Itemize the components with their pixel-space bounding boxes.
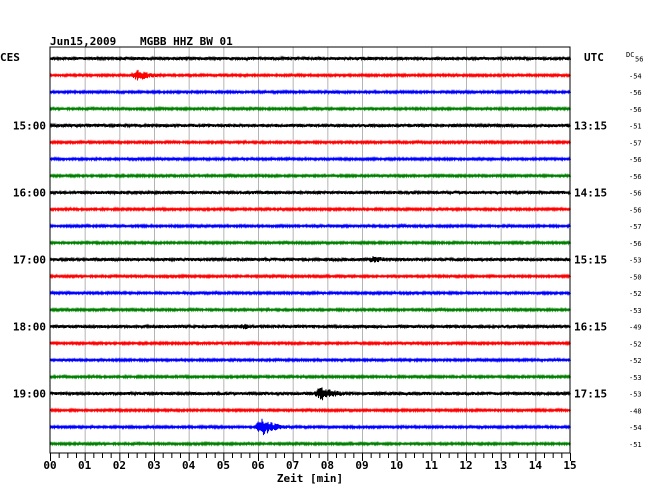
x-tick-label-00: 00 (43, 459, 56, 472)
x-tick-label-08: 08 (321, 459, 334, 472)
trace-row-6 (49, 155, 571, 163)
x-tick-label-15: 15 (563, 459, 576, 472)
trace-row-21 (49, 407, 571, 414)
trace-row-2 (49, 88, 571, 96)
right-time-label: 17:15 (574, 388, 607, 401)
dc-offset-label: -48 (629, 407, 642, 415)
dc-offset-label: -50 (629, 273, 642, 281)
right-time-label: 13:15 (574, 120, 607, 133)
x-tick-label-06: 06 (251, 459, 265, 472)
trace-row-1 (49, 69, 571, 81)
trace-row-5 (49, 139, 571, 146)
right-time-label: 15:15 (574, 254, 607, 267)
left-time-label: 19:00 (13, 388, 46, 401)
dc-offset-label: -51 (629, 123, 642, 131)
dc-offset-label: -56 (629, 89, 642, 97)
dc-offset-label: -54 (629, 424, 642, 432)
trace-row-9 (49, 206, 571, 213)
left-time-label: 15:00 (13, 120, 46, 133)
dc-offset-label: -56 (629, 106, 642, 114)
trace-row-17 (49, 340, 571, 347)
x-tick-label-05: 05 (217, 459, 230, 472)
seismic-traces (49, 55, 571, 447)
dc-offset-label: -52 (629, 290, 642, 298)
trace-row-16 (49, 323, 571, 330)
dc-offset-label: -56 (629, 240, 642, 248)
dc-offset-label: -53 (629, 307, 642, 315)
trace-row-11 (49, 239, 571, 246)
x-tick-label-07: 07 (286, 459, 299, 472)
dc-offset-label: -51 (629, 441, 642, 449)
right-time-label: 14:15 (574, 187, 607, 200)
dc-offset-label: -56 (629, 173, 642, 181)
minute-gridlines (84, 47, 537, 453)
x-tick-label-03: 03 (147, 459, 160, 472)
left-timezone-label: CES (0, 51, 20, 64)
trace-row-14 (49, 289, 571, 297)
dc-offset-label: -54 (629, 72, 642, 80)
dc-header-label: DC (626, 51, 634, 59)
trace-row-22 (49, 418, 571, 436)
dc-offset-labels: 56 -54 -56 -56 -51 -57 -56 -56 -56 -56 -57 -56 -53 -5… (629, 56, 643, 449)
dc-offset-label: -53 (629, 374, 642, 382)
left-time-label: 16:00 (13, 187, 46, 200)
trace-row-19 (49, 373, 571, 380)
dc-offset-label: -53 (629, 257, 642, 265)
trace-row-12 (49, 256, 571, 263)
header-date: Jun15,2009 (50, 35, 116, 48)
dc-offset-label: 56 (635, 56, 643, 64)
x-tick-label-09: 09 (355, 459, 368, 472)
dc-offset-label: -52 (629, 357, 642, 365)
trace-row-13 (49, 273, 571, 280)
right-timezone-label: UTC (584, 51, 604, 64)
x-axis: 00 01 02 03 04 05 06 07 08 09 10 11 12 13 14 15 (43, 453, 577, 472)
x-tick-label-12: 12 (459, 459, 472, 472)
dc-offset-label: -56 (629, 206, 642, 214)
x-tick-label-02: 02 (113, 459, 126, 472)
x-tick-label-04: 04 (182, 459, 196, 472)
left-time-label: 18:00 (13, 321, 46, 334)
x-tick-label-11: 11 (425, 459, 439, 472)
dc-offset-label: -49 (629, 324, 642, 332)
trace-row-0 (49, 55, 571, 62)
dc-offset-label: -57 (629, 139, 642, 147)
trace-row-7 (49, 172, 571, 179)
x-tick-label-14: 14 (529, 459, 543, 472)
trace-row-15 (49, 306, 571, 313)
trace-row-3 (49, 105, 571, 112)
x-tick-label-10: 10 (390, 459, 403, 472)
header-station: MGBB HHZ BW 01 (140, 35, 233, 48)
trace-row-4 (49, 122, 571, 129)
trace-row-10 (49, 222, 571, 230)
trace-row-18 (49, 356, 571, 364)
dc-offset-label: -57 (629, 223, 642, 231)
left-time-labels: 15:00 16:00 17:00 18:00 19:00 (13, 120, 46, 401)
right-time-labels: 13:15 14:15 15:15 16:15 17:15 (574, 120, 607, 401)
dc-offset-label: -52 (629, 340, 642, 348)
dc-offset-label: -53 (629, 391, 642, 399)
dc-offset-label: -56 (629, 190, 642, 198)
dc-offset-label: -56 (629, 156, 642, 164)
trace-row-20 (49, 387, 571, 401)
left-time-label: 17:00 (13, 254, 46, 267)
x-axis-label: Zeit [min] (277, 472, 343, 485)
trace-row-8 (49, 189, 571, 196)
right-time-label: 16:15 (574, 321, 607, 334)
x-tick-label-13: 13 (494, 459, 507, 472)
trace-row-23 (49, 440, 571, 447)
x-tick-label-01: 01 (78, 459, 92, 472)
